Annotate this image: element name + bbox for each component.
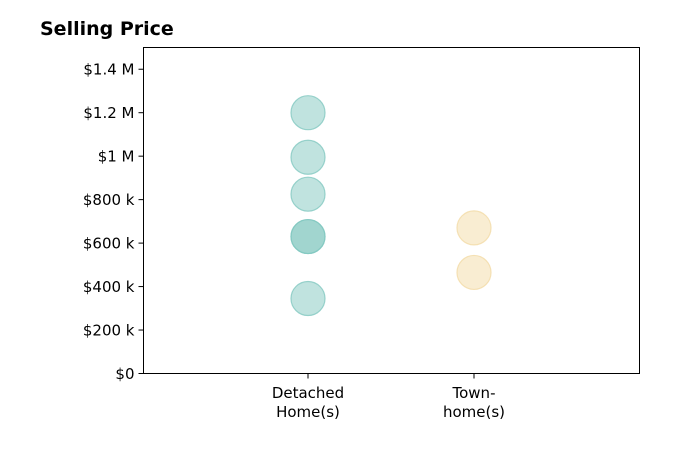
data-point (290, 218, 326, 255)
x-category-label: Home(s) (276, 403, 340, 421)
y-tick-label: $1 M (98, 148, 135, 166)
y-tick-label: $400 k (83, 278, 135, 296)
y-tick-label: $600 k (83, 235, 135, 253)
x-category-label: Town- (452, 384, 496, 402)
chart-title: Selling Price (40, 18, 174, 40)
data-point (290, 139, 326, 175)
data-point (290, 176, 326, 212)
data-points (290, 95, 492, 317)
data-point (290, 280, 326, 317)
y-tick-label: $0 (115, 365, 134, 383)
x-category-label: Detached (272, 384, 344, 402)
x-category-label: home(s) (443, 403, 505, 421)
y-tick-label: $800 k (83, 191, 135, 209)
plot-area-frame (143, 47, 640, 374)
data-point (456, 254, 492, 291)
y-tick-label: $200 k (83, 322, 135, 340)
y-tick-label: $1.2 M (83, 104, 134, 122)
data-point (290, 95, 326, 131)
y-tick-label: $1.4 M (83, 61, 134, 79)
y-axis: $0 $200 k $400 k $600 k $800 k $1 M $1.2 M $1.4… (83, 61, 144, 383)
data-point (456, 210, 492, 246)
